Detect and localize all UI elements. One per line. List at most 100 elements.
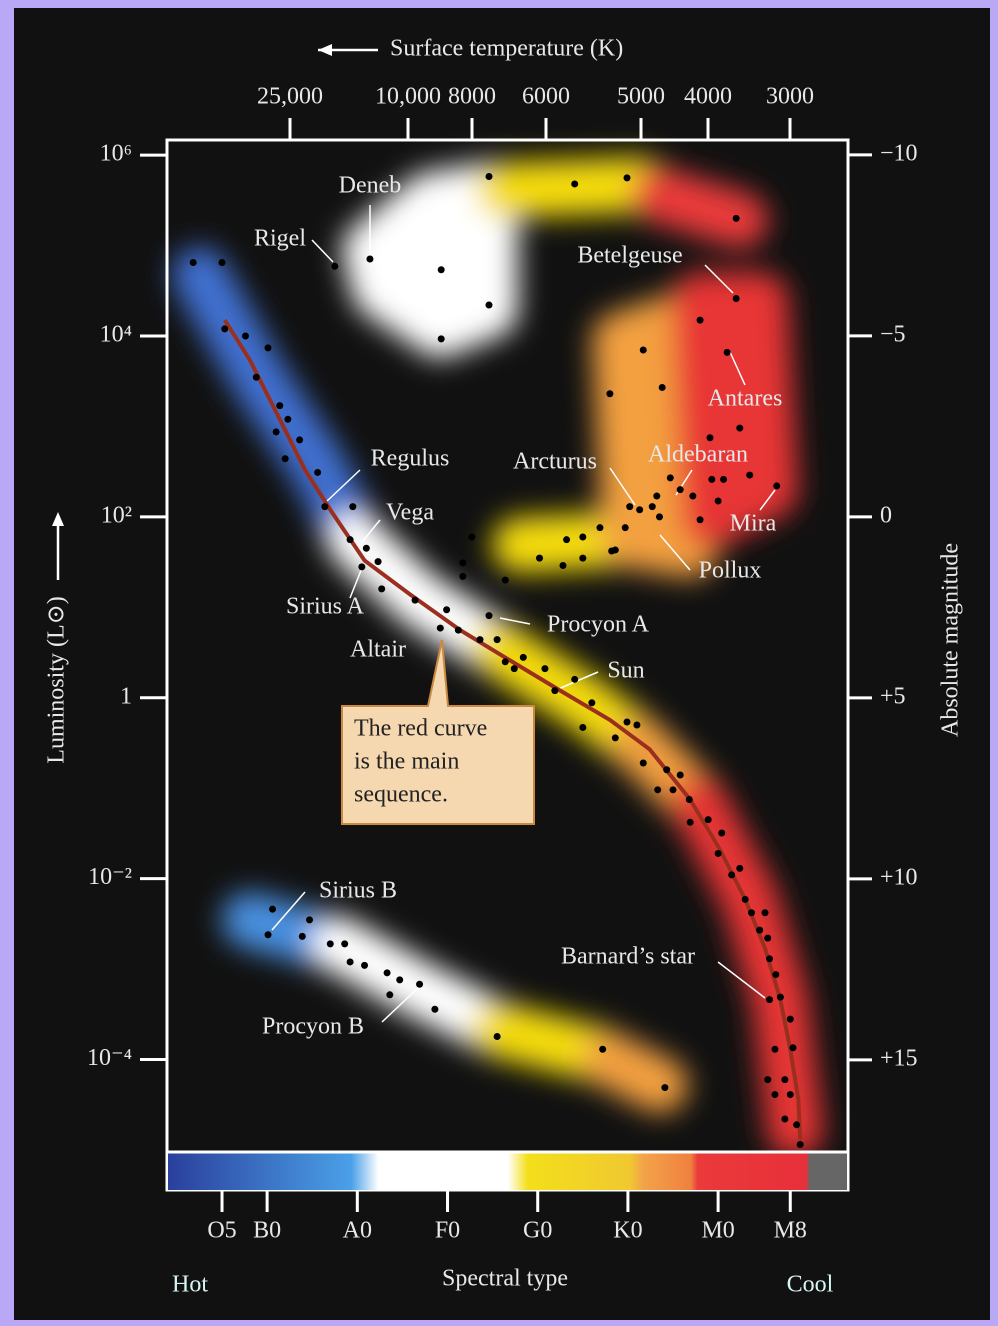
star-label: Pollux [699, 558, 762, 584]
hot-label: Hot [172, 1272, 208, 1298]
star-point [485, 301, 493, 309]
star-point [551, 687, 559, 695]
star-point [437, 335, 445, 343]
main-sequence-curve [223, 319, 803, 1140]
y-tick-label: 1 [120, 683, 132, 709]
star-point [431, 1005, 439, 1013]
lum-arrow-head [52, 512, 64, 526]
star-label: Arcturus [513, 449, 597, 475]
star-point [728, 871, 736, 879]
star-point [541, 665, 549, 673]
star-point [571, 675, 579, 683]
star-point [766, 996, 774, 1004]
star-point [221, 325, 229, 333]
star-point [485, 612, 493, 620]
star-point [386, 991, 394, 999]
x2-tick-label: 5000 [617, 84, 665, 110]
star-point [676, 771, 684, 779]
x2-tick-label: 3000 [766, 84, 814, 110]
star-point [732, 214, 740, 222]
star-point [736, 424, 744, 432]
star-point [346, 958, 354, 966]
star-label: Deneb [339, 173, 402, 199]
star-point [326, 940, 334, 948]
star-point [732, 294, 740, 302]
star-point [639, 759, 647, 767]
star-point [341, 940, 349, 948]
star-point [772, 971, 780, 979]
star-point [346, 536, 354, 544]
y-tick-label: 10⁻⁴ [87, 1045, 132, 1071]
x-tick-label: B0 [253, 1218, 281, 1244]
star-point [696, 316, 704, 324]
y2-tick-label: −10 [880, 140, 918, 166]
star-point [786, 1015, 794, 1023]
star-point [764, 1076, 772, 1084]
star-point [349, 503, 357, 511]
star-label: Sirius A [286, 594, 365, 620]
star-point [536, 554, 544, 562]
star-point [366, 255, 374, 263]
cool-label: Cool [787, 1272, 834, 1298]
star-point [796, 1141, 804, 1149]
star-point [276, 402, 284, 410]
x-tick-label: G0 [523, 1218, 552, 1244]
leader-lines [271, 205, 776, 1023]
star-point [443, 606, 451, 614]
star-point [723, 348, 731, 356]
y2-axis-title: Absolute magnitude [938, 543, 964, 737]
star-point [588, 699, 596, 707]
star-point [314, 468, 322, 476]
star-point [579, 533, 587, 541]
star-point [708, 475, 716, 483]
star-point [298, 932, 306, 940]
star-point [559, 562, 567, 570]
star-point [714, 849, 722, 857]
star-point [773, 482, 781, 490]
star-point [608, 547, 616, 555]
star-point [454, 626, 462, 634]
star-point [358, 563, 366, 571]
x-tick-label: K0 [613, 1218, 642, 1244]
star-point [685, 796, 693, 804]
x-axis-title: Spectral type [442, 1266, 568, 1292]
star-point [331, 262, 339, 270]
star-point [633, 721, 641, 729]
star-point [653, 492, 661, 500]
y-tick-label: 10² [101, 502, 132, 528]
y2-tick-label: +5 [880, 683, 906, 709]
star-label: Procyon A [547, 612, 650, 638]
star-point [501, 576, 509, 584]
star-point [218, 258, 226, 266]
star-point [676, 486, 684, 494]
x-tick-label: M0 [701, 1218, 734, 1244]
star-point [519, 653, 527, 661]
star-point [636, 506, 644, 514]
star-point [284, 415, 292, 423]
star-point [771, 1045, 779, 1053]
star-point [411, 596, 419, 604]
x-tick-label: F0 [435, 1218, 460, 1244]
star-point [761, 909, 769, 917]
star-label: Rigel [254, 226, 306, 252]
star-point [746, 471, 754, 479]
star-point [771, 1091, 779, 1099]
star-point [621, 524, 629, 532]
star-point [776, 993, 784, 1001]
star-point [689, 492, 697, 500]
star-point [626, 503, 634, 511]
star-point [510, 665, 518, 673]
star-point [781, 1076, 789, 1084]
star-point [623, 718, 631, 726]
star-label: Betelgeuse [577, 243, 682, 269]
star-point [436, 624, 444, 632]
temp-arrow-head [318, 44, 332, 56]
star-point [741, 895, 749, 903]
star-point [459, 572, 467, 580]
star-point [789, 1044, 797, 1052]
star-label: Regulus [371, 446, 450, 472]
star-point [383, 969, 391, 977]
star-label: Altair [350, 637, 406, 663]
x-tick-label: O5 [207, 1218, 236, 1244]
star-point [596, 524, 604, 532]
